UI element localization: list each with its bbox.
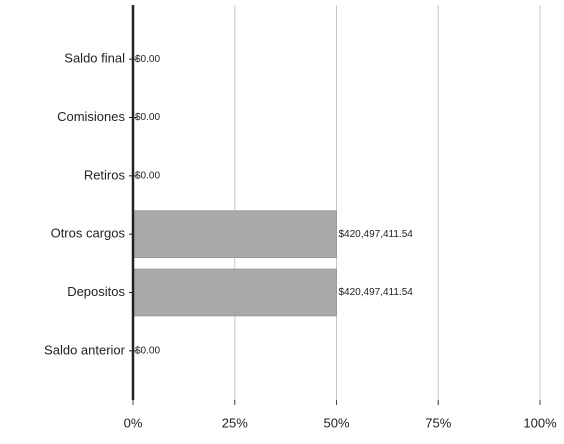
value-label: $420,497,411.54: [339, 287, 414, 298]
y-tick-label: Comisiones: [57, 109, 125, 124]
value-label: $0.00: [135, 170, 160, 181]
bar: [132, 210, 337, 258]
y-tick-label: Otros cargos: [51, 226, 126, 241]
value-label: $0.00: [135, 112, 160, 123]
x-tick-label: 50%: [323, 415, 349, 430]
y-tick-label: Saldo final: [64, 51, 125, 66]
y-tick-label: Retiros: [84, 167, 126, 182]
bar: [132, 268, 337, 317]
value-label: $420,497,411.54: [339, 229, 414, 240]
x-tick-label: 0%: [124, 415, 143, 430]
value-label: $0.00: [135, 345, 160, 356]
x-tick-label: 100%: [523, 415, 557, 430]
y-tick-label: Depositos: [67, 284, 125, 299]
value-label: $0.00: [135, 54, 160, 65]
x-tick-label: 75%: [425, 415, 451, 430]
y-tick-label: Saldo anterior: [44, 342, 126, 357]
x-tick-label: 25%: [222, 415, 248, 430]
